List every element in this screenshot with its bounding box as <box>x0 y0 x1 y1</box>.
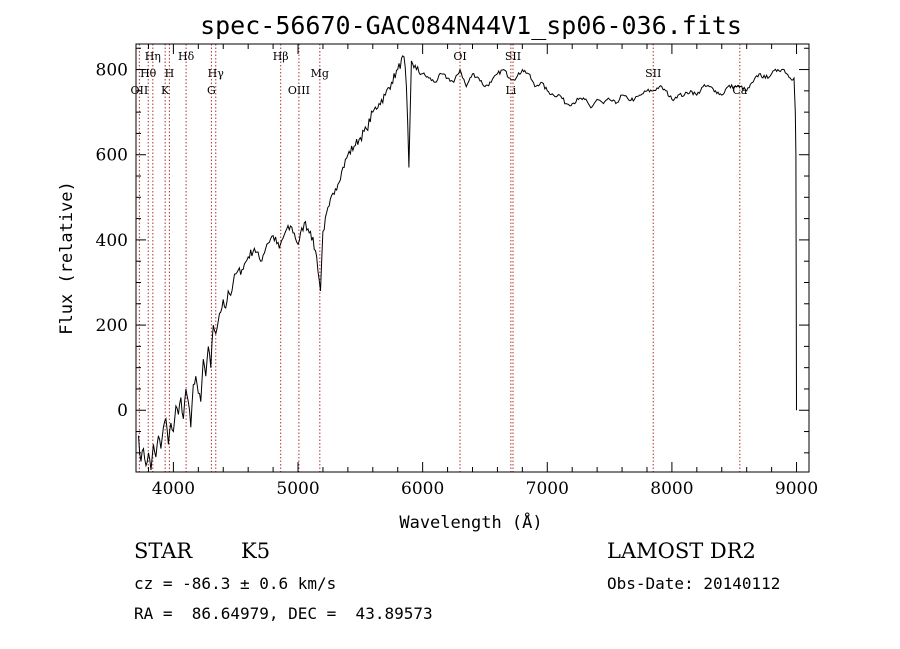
line-label-6: Hγ <box>208 67 225 80</box>
line-label-10: Mg <box>311 67 329 80</box>
spectrum-layer <box>138 55 797 470</box>
y-tick-label-1: 200 <box>96 316 128 336</box>
x-tick-label-3: 7000 <box>526 479 569 499</box>
line-label-1: Hη <box>145 50 161 63</box>
object-class: STAR <box>134 539 193 563</box>
y-axis-label: Flux (relative) <box>57 181 77 335</box>
chart-title: spec-56670-GAC084N44V1_sp06-036.fits <box>200 11 742 40</box>
plot-frame <box>135 43 810 473</box>
line-label-11: OI <box>453 50 466 63</box>
survey-name: LAMOST DR2 <box>607 539 756 563</box>
line-label-9: OIII <box>288 84 310 97</box>
y-tick-label-2: 400 <box>96 231 128 251</box>
x-tick-label-1: 5000 <box>276 479 319 499</box>
line-label-4: K <box>161 84 170 97</box>
line-label-8: Hβ <box>273 50 289 63</box>
redshift-cz: cz = -86.3 ± 0.6 km/s <box>134 574 337 593</box>
x-tick-label-2: 6000 <box>401 479 444 499</box>
line-label-13: Li <box>505 84 516 97</box>
y-tick-label-3: 600 <box>96 146 128 166</box>
ra-dec: RA = 86.64979, DEC = 43.89573 <box>134 604 433 623</box>
line-label-5: Hδ <box>178 50 195 63</box>
line-label-12: SII <box>505 50 521 63</box>
spectrum-line <box>138 55 797 470</box>
x-tick-label-4: 8000 <box>650 479 693 499</box>
x-axis-label: Wavelength (Å) <box>399 511 542 533</box>
object-subclass: K5 <box>241 539 271 563</box>
x-tick-label-5: 9000 <box>775 479 818 499</box>
y-tick-label-4: 800 <box>96 61 128 81</box>
obs-date: Obs-Date: 20140112 <box>607 574 781 593</box>
line-label-0: Hθ <box>140 67 157 80</box>
line-label-14: SII <box>645 67 661 80</box>
x-tick-label-0: 4000 <box>152 479 195 499</box>
axis-ticks: 4000 5000 6000 7000 8000 9000 0 200 400 600 800 <box>96 44 818 499</box>
y-tick-label-0: 0 <box>117 401 128 421</box>
line-label-7: G <box>207 84 216 97</box>
line-label-3: H <box>165 67 175 80</box>
